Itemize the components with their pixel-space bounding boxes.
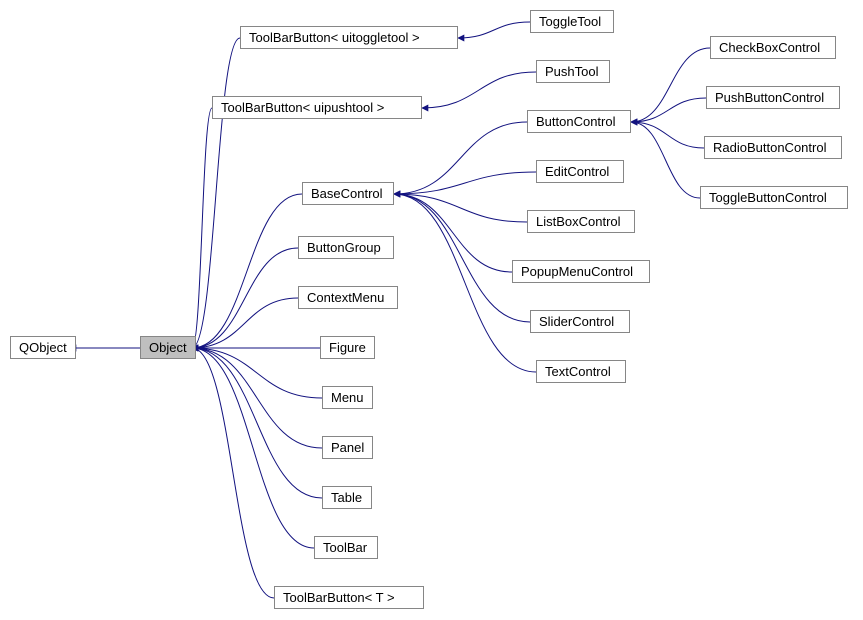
- node-label: ToolBarButton< T >: [283, 590, 395, 605]
- node-toggletool[interactable]: ToggleTool: [530, 10, 614, 33]
- edge-toggletool-to-tbb_toggle: [458, 22, 530, 38]
- node-label: EditControl: [545, 164, 609, 179]
- node-label: Panel: [331, 440, 364, 455]
- node-table[interactable]: Table: [322, 486, 372, 509]
- node-panel[interactable]: Panel: [322, 436, 373, 459]
- edge-tbb_toggle-to-object: [192, 38, 240, 348]
- edge-tbb_t-to-object: [192, 348, 274, 598]
- edge-editcontrol-to-basecontrol: [394, 172, 536, 194]
- node-togglebutton[interactable]: ToggleButtonControl: [700, 186, 848, 209]
- edge-slider-to-basecontrol: [394, 194, 530, 322]
- node-label: BaseControl: [311, 186, 383, 201]
- node-label: Figure: [329, 340, 366, 355]
- node-label: Menu: [331, 390, 364, 405]
- node-toolbar[interactable]: ToolBar: [314, 536, 378, 559]
- edge-textcontrol-to-basecontrol: [394, 194, 536, 372]
- edge-togglebutton-to-buttoncontrol: [631, 122, 700, 198]
- edge-toolbar-to-object: [192, 348, 314, 548]
- node-pushtool[interactable]: PushTool: [536, 60, 610, 83]
- node-tbb_t[interactable]: ToolBarButton< T >: [274, 586, 424, 609]
- node-slider[interactable]: SliderControl: [530, 310, 630, 333]
- node-pushbutton[interactable]: PushButtonControl: [706, 86, 840, 109]
- edge-listbox-to-basecontrol: [394, 194, 527, 222]
- edge-table-to-object: [192, 348, 322, 498]
- node-radiobutton[interactable]: RadioButtonControl: [704, 136, 842, 159]
- edge-tbb_push-to-object: [192, 108, 212, 348]
- node-label: QObject: [19, 340, 67, 355]
- node-label: PushButtonControl: [715, 90, 824, 105]
- edge-checkbox-to-buttoncontrol: [631, 48, 710, 122]
- node-label: RadioButtonControl: [713, 140, 826, 155]
- node-label: ToolBarButton< uitoggletool >: [249, 30, 420, 45]
- node-label: ToolBarButton< uipushtool >: [221, 100, 384, 115]
- node-tbb_push[interactable]: ToolBarButton< uipushtool >: [212, 96, 422, 119]
- node-label: Table: [331, 490, 362, 505]
- node-tbb_toggle[interactable]: ToolBarButton< uitoggletool >: [240, 26, 458, 49]
- node-basecontrol[interactable]: BaseControl: [302, 182, 394, 205]
- node-buttongroup[interactable]: ButtonGroup: [298, 236, 394, 259]
- node-editcontrol[interactable]: EditControl: [536, 160, 624, 183]
- edge-buttoncontrol-to-basecontrol: [394, 122, 527, 194]
- node-listbox[interactable]: ListBoxControl: [527, 210, 635, 233]
- node-label: CheckBoxControl: [719, 40, 820, 55]
- edge-popupmenu-to-basecontrol: [394, 194, 512, 272]
- node-popupmenu[interactable]: PopupMenuControl: [512, 260, 650, 283]
- node-label: ToggleButtonControl: [709, 190, 827, 205]
- node-label: PushTool: [545, 64, 598, 79]
- node-label: TextControl: [545, 364, 611, 379]
- node-figure[interactable]: Figure: [320, 336, 375, 359]
- node-object[interactable]: Object: [140, 336, 196, 359]
- node-label: ToolBar: [323, 540, 367, 555]
- edge-pushbutton-to-buttoncontrol: [631, 98, 706, 122]
- node-label: ListBoxControl: [536, 214, 621, 229]
- node-label: ButtonControl: [536, 114, 616, 129]
- edge-radiobutton-to-buttoncontrol: [631, 122, 704, 148]
- node-checkbox[interactable]: CheckBoxControl: [710, 36, 836, 59]
- edge-basecontrol-to-object: [192, 194, 302, 348]
- node-qobject[interactable]: QObject: [10, 336, 76, 359]
- node-label: ContextMenu: [307, 290, 384, 305]
- node-label: Object: [149, 340, 187, 355]
- edge-menu-to-object: [192, 348, 322, 398]
- node-textcontrol[interactable]: TextControl: [536, 360, 626, 383]
- node-label: ButtonGroup: [307, 240, 381, 255]
- edge-buttongroup-to-object: [192, 248, 298, 348]
- node-contextmenu[interactable]: ContextMenu: [298, 286, 398, 309]
- node-label: PopupMenuControl: [521, 264, 633, 279]
- node-menu[interactable]: Menu: [322, 386, 373, 409]
- inheritance-diagram: QObject Object ToolBarButton< uitoggletool…: [0, 0, 863, 620]
- edge-contextmenu-to-object: [192, 298, 298, 348]
- edge-pushtool-to-tbb_push: [422, 72, 536, 108]
- node-label: SliderControl: [539, 314, 614, 329]
- node-label: ToggleTool: [539, 14, 601, 29]
- edge-panel-to-object: [192, 348, 322, 448]
- node-buttoncontrol[interactable]: ButtonControl: [527, 110, 631, 133]
